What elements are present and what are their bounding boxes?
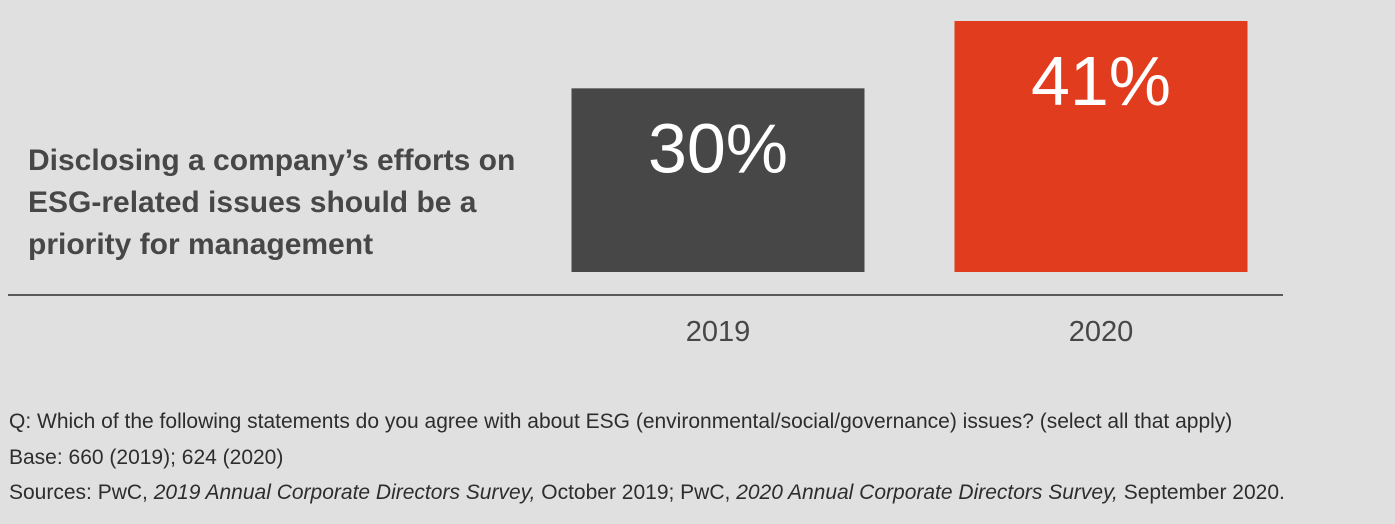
source-2020-title: 2020 Annual Corporate Directors Survey, — [736, 481, 1118, 504]
bar-2019 — [571, 88, 865, 272]
base-note: Base: 660 (2019); 624 (2020) — [9, 445, 284, 469]
value-label-2019: 30% — [648, 109, 788, 187]
category-label-2019: 2019 — [686, 316, 751, 348]
sources-prefix: Sources: PwC, — [9, 481, 154, 504]
chart-statement: Disclosing a company’s efforts on ESG-re… — [28, 144, 516, 261]
sources-note: Sources: PwC, 2019 Annual Corporate Dire… — [9, 475, 1395, 511]
footnotes: Q: Which of the following statements do … — [9, 404, 1395, 511]
bar-chart: 30% 2019 41% 2020 — [8, 21, 1283, 348]
question-note: Q: Which of the following statements do … — [9, 410, 1233, 433]
source-2019-date: October 2019; PwC, — [535, 481, 737, 504]
value-label-2020: 41% — [1031, 42, 1171, 120]
bars-group: 30% 2019 41% 2020 — [571, 21, 1248, 348]
source-2020-date: September 2020. — [1117, 481, 1285, 504]
category-label-2020: 2020 — [1069, 316, 1134, 348]
bar-2020 — [954, 21, 1248, 272]
source-2019-title: 2019 Annual Corporate Directors Survey, — [153, 481, 536, 504]
